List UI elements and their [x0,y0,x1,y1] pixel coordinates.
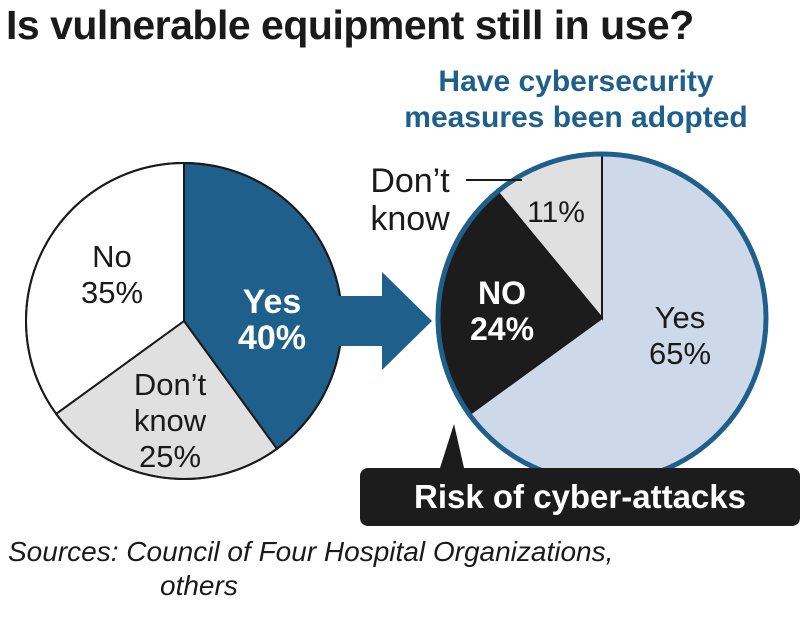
slice-value: 25% [139,439,201,474]
right-chart-subtitle: Have cybersecurity measures been adopted [352,64,800,136]
callout-box [360,468,800,526]
slice-label: know [134,403,207,438]
source-line-2: others [160,570,238,601]
source-note: Sources: Council of Four Hospital Organi… [8,535,613,603]
slice-value: 11% [527,196,585,229]
slice-value: 65% [649,336,711,371]
slice-value: 35% [81,275,143,310]
slice-label: No [92,239,132,274]
slice-value: 40% [238,319,306,357]
page-title: Is vulnerable equipment still in use? [6,2,694,48]
subtitle-line-1: Have cybersecurity [438,65,714,98]
slice-label: know [370,200,450,238]
slice-label: Don’t [370,162,450,200]
slice-label: NO [478,275,526,311]
callout-text: Risk of cyber-attacks [414,478,746,515]
subtitle-line-2: measures been adopted [404,101,748,134]
callout-pointer [440,424,464,468]
slice-value: 24% [470,311,534,347]
slice-label: Don’t [134,367,207,402]
slice-label: Yes [243,283,302,321]
arrow-icon [314,272,432,370]
slice-label: Yes [655,300,706,335]
source-line-1: Sources: Council of Four Hospital Organi… [8,536,614,567]
